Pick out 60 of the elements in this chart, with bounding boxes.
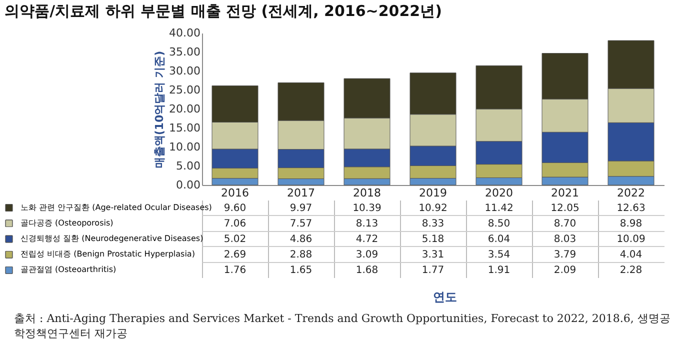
data-label: 3.31 — [422, 250, 444, 261]
x-tick-label: 2022 — [617, 186, 645, 200]
legend-label: 노화 관련 안구질환 (Age-related Ocular Diseases) — [20, 202, 212, 212]
legend-label: 골관절염 (Osteoarthritis) — [20, 265, 116, 274]
data-label: 3.79 — [554, 250, 576, 261]
data-label: 4.04 — [620, 250, 642, 261]
data-label: 7.57 — [290, 218, 312, 230]
data-label: 8.98 — [620, 218, 642, 230]
x-tick-label: 2019 — [419, 186, 447, 200]
data-label: 8.13 — [356, 218, 378, 230]
data-label: 10.39 — [352, 202, 382, 214]
data-label: 1.65 — [290, 265, 312, 276]
legend-label: 신경퇴행성 질환 (Neurodegenerative Diseases) — [20, 234, 204, 243]
data-label: 1.68 — [356, 265, 378, 276]
y-tick-label: 10.00 — [169, 140, 200, 154]
legend-label: 골다공증 (Osteoporosis) — [20, 218, 114, 228]
data-label: 9.97 — [290, 202, 312, 214]
data-label: 11.42 — [484, 202, 514, 214]
data-label: 6.04 — [488, 234, 510, 245]
y-axis-title: 매출액(10억달러 기준) — [153, 50, 166, 168]
x-tick-label: 2021 — [551, 186, 579, 200]
data-label: 1.77 — [422, 265, 444, 276]
data-label: 9.60 — [224, 202, 246, 214]
chart-title: 의약품/치료제 하위 부문별 매출 전망 (전세계, 2016~2022년) — [4, 2, 442, 20]
data-label: 8.70 — [554, 218, 576, 230]
x-tick-label: 2018 — [353, 186, 381, 200]
text: 연도 — [432, 290, 458, 305]
legend-label: 전립성 비대증 (Benign Prostatic Hyperplasia) — [20, 250, 195, 259]
data-label: 1.91 — [488, 265, 510, 276]
y-tick-label: 15.00 — [169, 122, 200, 134]
y-tick-label: 40.00 — [169, 26, 200, 40]
data-label: 2.09 — [554, 265, 576, 276]
x-tick-label: 2016 — [221, 186, 249, 200]
data-label: 12.63 — [616, 202, 646, 214]
y-tick-label: 30.00 — [169, 64, 200, 78]
source-note: 출처 : Anti-Aging Therapies and Services Market - Trends and Growth Opportunities, Forecast to 2022, 2018.6, 생명공학정책연구센터 재가공 — [14, 311, 672, 341]
data-label: 7.06 — [224, 218, 246, 230]
data-label: 3.09 — [356, 250, 378, 261]
y-tick-label: 25.00 — [169, 84, 200, 96]
data-label: 12.05 — [550, 202, 580, 214]
data-label: 5.02 — [224, 234, 246, 245]
data-label: 2.88 — [290, 250, 312, 261]
y-tick-label: 20.00 — [169, 102, 200, 116]
data-label: 2.28 — [620, 265, 642, 276]
y-tick-label: 35.00 — [169, 46, 200, 58]
data-label: 3.54 — [488, 250, 510, 261]
y-tick-label: 0.00 — [176, 178, 200, 192]
x-tick-label: 2017 — [287, 186, 315, 200]
data-label: 10.09 — [616, 234, 646, 245]
data-label: 8.50 — [488, 218, 510, 230]
data-label: 10.92 — [418, 202, 448, 214]
data-label: 5.18 — [422, 234, 444, 245]
data-label: 4.86 — [290, 234, 312, 245]
data-label: 4.72 — [356, 234, 378, 245]
data-label: 2.69 — [224, 250, 246, 261]
x-tick-label: 2020 — [485, 186, 513, 200]
data-label: 8.33 — [422, 218, 444, 230]
y-tick-label: 5.00 — [176, 160, 200, 172]
data-label: 1.76 — [224, 265, 246, 276]
data-label: 8.03 — [554, 234, 576, 245]
